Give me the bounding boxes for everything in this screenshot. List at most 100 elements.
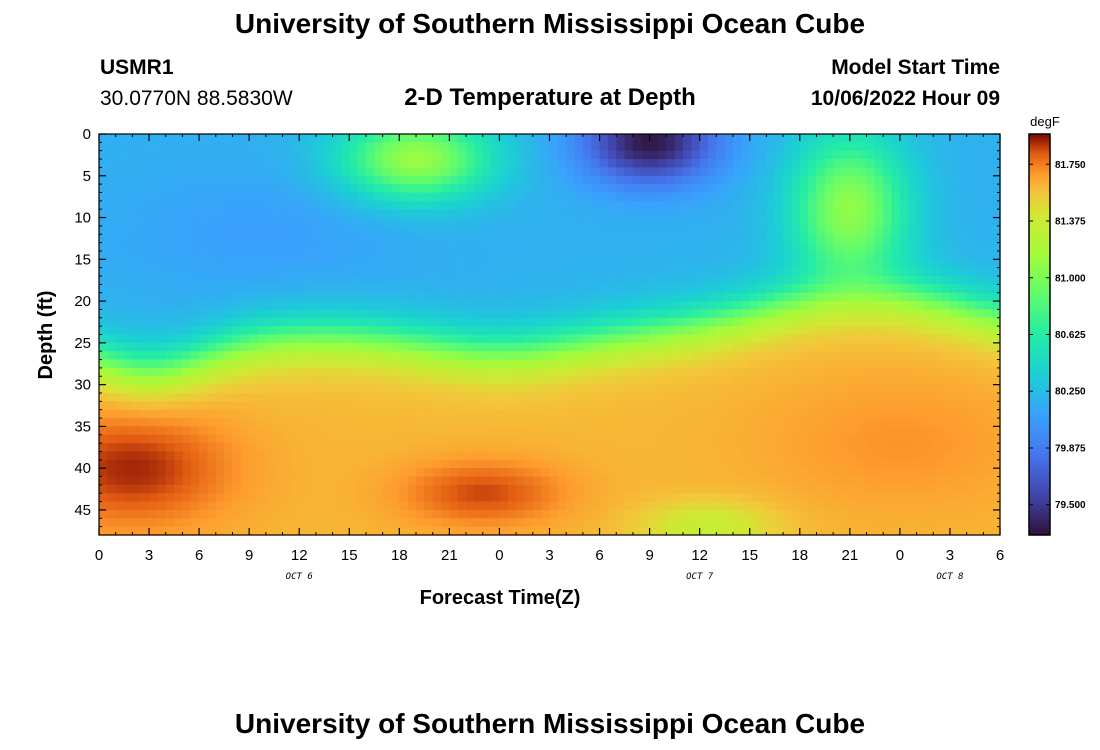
heatmap-cell — [157, 501, 167, 511]
heatmap-cell — [207, 267, 217, 277]
heatmap-cell — [265, 459, 275, 469]
heatmap-cell — [274, 401, 284, 411]
heatmap-cell — [582, 259, 592, 269]
heatmap-cell — [824, 351, 834, 361]
heatmap-cell — [290, 267, 300, 277]
heatmap-cell — [983, 317, 993, 327]
heatmap-cell — [149, 301, 158, 311]
heatmap-cell — [249, 184, 259, 194]
heatmap-cell — [149, 326, 158, 336]
heatmap-cell — [974, 217, 984, 227]
heatmap-cell — [674, 342, 684, 352]
heatmap-cell — [949, 459, 959, 469]
heatmap-cell — [741, 451, 751, 461]
heatmap-cell — [349, 334, 359, 344]
heatmap-cell — [249, 317, 259, 327]
heatmap-cell — [215, 484, 225, 494]
heatmap-cell — [457, 384, 467, 394]
heatmap-cell — [908, 200, 918, 210]
heatmap-cell — [140, 401, 150, 411]
heatmap-cell — [232, 351, 242, 361]
heatmap-cell — [115, 493, 125, 503]
heatmap-cell — [416, 342, 425, 352]
heatmap-cell — [474, 142, 484, 152]
heatmap-cell — [224, 409, 234, 419]
heatmap-cell — [766, 234, 776, 244]
heatmap-cell — [190, 292, 200, 302]
heatmap-cell — [574, 301, 584, 311]
heatmap-cell — [741, 259, 751, 269]
heatmap-cell — [474, 342, 484, 352]
heatmap-cell — [357, 292, 367, 302]
heatmap-cell — [874, 392, 884, 402]
heatmap-cell — [716, 175, 726, 185]
heatmap-cell — [315, 359, 325, 369]
heatmap-cell — [457, 276, 467, 285]
heatmap-cell — [874, 476, 884, 486]
heatmap-cell — [641, 334, 651, 344]
heatmap-cell — [824, 509, 834, 519]
heatmap-cell — [332, 234, 342, 244]
heatmap-cell — [499, 392, 509, 402]
heatmap-cell — [874, 276, 884, 285]
heatmap-cell — [124, 284, 133, 294]
heatmap-cell — [908, 459, 918, 469]
heatmap-cell — [724, 326, 734, 336]
heatmap-cell — [424, 142, 434, 152]
heatmap-cell — [641, 184, 651, 194]
heatmap-cell — [733, 401, 742, 411]
heatmap-cell — [107, 451, 117, 461]
heatmap-cell — [541, 225, 551, 235]
heatmap-cell — [749, 376, 759, 386]
heatmap-cell — [557, 284, 567, 294]
heatmap-cell — [215, 451, 225, 461]
heatmap-cell — [816, 150, 826, 160]
heatmap-cell — [307, 301, 317, 311]
heatmap-cell — [474, 359, 484, 369]
heatmap-cell — [165, 459, 175, 469]
heatmap-cell — [99, 225, 108, 235]
heatmap-cell — [974, 459, 984, 469]
heatmap-cell — [357, 418, 367, 427]
heatmap-cell — [532, 451, 542, 461]
heatmap-cell — [849, 242, 859, 252]
heatmap-cell — [282, 409, 292, 419]
heatmap-cell — [891, 443, 901, 453]
heatmap-cell — [599, 367, 609, 377]
heatmap-cell — [424, 175, 434, 185]
heatmap-cell — [457, 267, 467, 277]
heatmap-cell — [124, 192, 133, 202]
heatmap-cell — [949, 209, 959, 219]
heatmap-cell — [699, 426, 709, 436]
heatmap-cell — [933, 367, 943, 377]
heatmap-cell — [249, 276, 259, 285]
heatmap-cell — [933, 426, 943, 436]
heatmap-cell — [649, 259, 659, 269]
heatmap-cell — [666, 192, 676, 202]
heatmap-cell — [257, 175, 267, 185]
heatmap-cell — [824, 418, 834, 427]
heatmap-cell — [315, 384, 325, 394]
heatmap-cell — [232, 209, 242, 219]
heatmap-cell — [624, 376, 634, 386]
heatmap-cell — [541, 150, 551, 160]
heatmap-cell — [265, 150, 275, 160]
heatmap-cell — [399, 309, 409, 319]
heatmap-cell — [432, 276, 442, 285]
heatmap-cell — [307, 209, 317, 219]
heatmap-cell — [866, 459, 876, 469]
heatmap-cell — [699, 351, 709, 361]
heatmap-cell — [140, 443, 150, 453]
heatmap-cell — [766, 209, 776, 219]
heatmap-cell — [107, 150, 117, 160]
heatmap-cell — [124, 476, 133, 486]
heatmap-cell — [649, 209, 659, 219]
heatmap-cell — [949, 167, 959, 177]
heatmap-cell — [983, 376, 993, 386]
heatmap-cell — [699, 434, 709, 444]
heatmap-cell — [132, 284, 142, 294]
heatmap-cell — [557, 184, 567, 194]
heatmap-cell — [766, 459, 776, 469]
heatmap-cell — [165, 392, 175, 402]
heatmap-cell — [699, 259, 709, 269]
